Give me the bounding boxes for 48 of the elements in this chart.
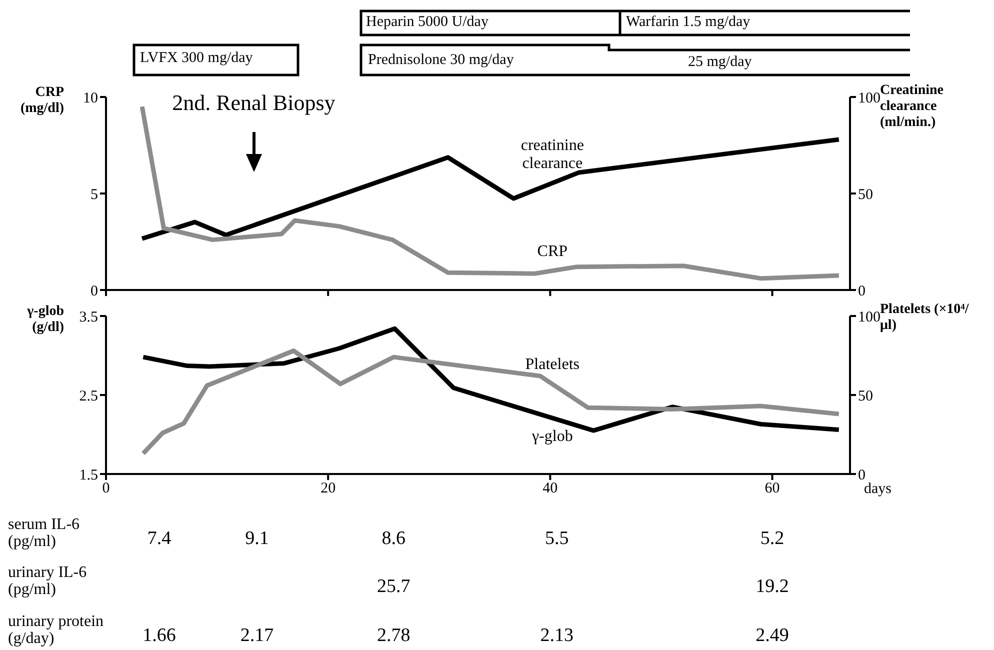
series-label: CRP — [536, 242, 569, 261]
y2-tick-label: 0 — [858, 283, 866, 300]
text: 5.5 — [544, 528, 570, 550]
annotation: 2nd. Renal Biopsy — [171, 90, 336, 116]
text: 8.6 — [380, 528, 406, 550]
y2-tick-label: 100 — [858, 309, 880, 326]
text: 7.4 — [146, 528, 172, 550]
text: Prednisolone 30 mg/day — [368, 52, 514, 69]
y2-tick-label: 100 — [858, 90, 880, 106]
text: 2.13 — [539, 625, 574, 647]
text: 19.2 — [754, 576, 790, 598]
text: urinary protein (g/day) — [8, 613, 104, 647]
x-tick-label: 40 — [542, 480, 558, 497]
text: 1.66 — [142, 625, 177, 647]
y-tick-label: 2.5 — [79, 388, 98, 404]
y2-axis-title: Creatinine clearance (ml/min.) — [880, 83, 945, 131]
y2-tick-label: 50 — [858, 388, 873, 404]
text: Warfarin 1.5 mg/day — [626, 14, 750, 31]
x-tick-label: 60 — [764, 480, 780, 497]
y-axis-title: γ-glob (g/dl) — [26, 304, 64, 336]
text: Heparin 5000 U/day — [366, 14, 488, 31]
y-tick-label: 1.5 — [79, 467, 98, 484]
series-label: Platelets — [524, 356, 580, 374]
text: LVFX 300 mg/day — [140, 50, 253, 67]
text: 2.17 — [239, 625, 275, 647]
text: serum IL-6 (pg/ml) — [8, 516, 81, 550]
text: 25 mg/day — [688, 54, 752, 71]
x-tick-label: 0 — [102, 480, 110, 497]
text: 9.1 — [244, 528, 270, 550]
y2-axis-title: Platelets (×10⁴/μl) — [880, 302, 970, 334]
x-tick-label: 20 — [320, 480, 336, 497]
y2-tick-label: 50 — [858, 186, 873, 203]
y-tick-label: 5 — [90, 186, 98, 203]
x-axis-title: days — [864, 481, 892, 498]
series-label: creatinine clearance — [520, 137, 585, 174]
text: 5.2 — [759, 528, 786, 550]
line-series — [140, 137, 842, 241]
text: urinary IL-6 (pg/ml) — [8, 564, 88, 598]
text: 2.49 — [754, 625, 790, 647]
text: 25.7 — [376, 576, 412, 598]
series-label: γ-glob — [530, 428, 574, 446]
y-tick-label: 0 — [90, 283, 98, 300]
y-tick-label: 10 — [83, 90, 98, 106]
y-tick-label: 3.5 — [79, 309, 98, 326]
line-series — [140, 348, 842, 456]
text: 2.78 — [376, 625, 412, 647]
y2-tick-label: 0 — [858, 467, 866, 484]
y-axis-title: CRP (mg/dl) — [19, 85, 64, 117]
